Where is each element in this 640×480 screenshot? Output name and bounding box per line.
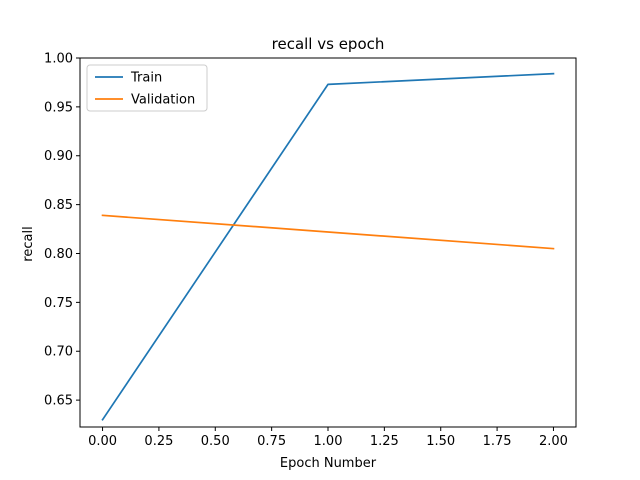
x-axis-title: Epoch Number [280,456,377,471]
x-tick-label: 1.75 [483,434,512,449]
x-tick-label: 2.00 [539,434,568,449]
legend: Train Validation [86,64,208,112]
plot-frame [79,57,577,428]
x-tick-label: 1.25 [370,434,399,449]
y-tick-label: 0.75 [44,296,73,311]
x-tick-label: 0.00 [88,434,117,449]
y-tick-label: 0.95 [44,100,73,115]
x-axis-ticks: 0.00 0.25 0.50 0.75 1.00 1.25 1.50 1.75 2.00 [88,427,568,449]
x-tick-label: 0.50 [201,434,230,449]
x-tick-label: 1.50 [426,434,455,449]
y-tick-label: 0.80 [44,247,73,262]
y-axis-ticks: 0.65 0.70 0.75 0.80 0.85 0.90 0.95 1.00 [44,52,80,409]
legend-label-train: Train [130,71,162,86]
y-tick-label: 0.90 [44,149,73,164]
legend-label-validation: Validation [131,93,195,108]
y-tick-label: 0.85 [44,198,73,213]
y-tick-label: 0.70 [44,345,73,360]
y-tick-label: 0.65 [44,394,73,409]
y-axis-title: recall [21,226,36,261]
y-tick-label: 1.00 [44,52,73,67]
series-layer [101,72,555,421]
chart-title: recall vs epoch [272,35,385,53]
x-tick-label: 0.25 [144,434,173,449]
x-tick-label: 1.00 [314,434,343,449]
x-tick-label: 0.75 [257,434,286,449]
